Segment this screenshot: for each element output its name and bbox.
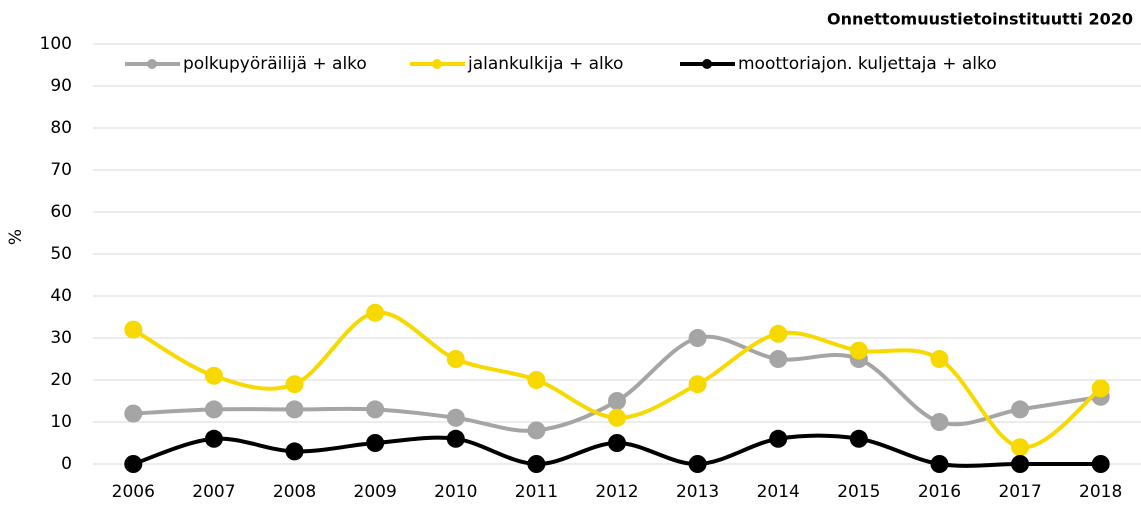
y-tick-label: 70 xyxy=(50,160,72,180)
data-point xyxy=(930,350,949,368)
x-tick-label: 2008 xyxy=(273,482,316,502)
data-point xyxy=(204,366,223,385)
data-point xyxy=(608,408,626,427)
data-point xyxy=(930,455,949,473)
y-axis-label: % xyxy=(6,229,26,245)
x-tick-label: 2015 xyxy=(837,482,880,502)
data-point xyxy=(366,434,385,452)
data-point xyxy=(688,375,707,394)
x-tick-label: 2011 xyxy=(515,482,558,502)
data-point xyxy=(688,455,707,473)
data-point xyxy=(527,455,546,473)
legend-marker xyxy=(432,59,442,69)
y-tick-label: 30 xyxy=(50,328,72,348)
data-point xyxy=(1011,455,1030,473)
data-point xyxy=(204,429,223,448)
data-point xyxy=(849,429,868,448)
data-point xyxy=(446,408,465,427)
y-tick-label: 50 xyxy=(50,244,72,264)
y-tick-label: 60 xyxy=(50,202,72,222)
x-tick-label: 2016 xyxy=(918,482,961,502)
data-point xyxy=(769,350,788,368)
data-point xyxy=(1011,400,1030,419)
data-point xyxy=(285,400,304,419)
legend-label: jalankulkija + alko xyxy=(467,54,623,74)
data-point xyxy=(124,404,143,423)
data-point xyxy=(769,324,788,343)
data-point xyxy=(930,413,949,431)
data-point xyxy=(285,442,304,461)
data-point xyxy=(446,429,465,448)
data-point xyxy=(1011,438,1030,457)
legend-marker xyxy=(702,59,712,69)
y-tick-label: 0 xyxy=(61,454,72,474)
x-tick-label: 2013 xyxy=(676,482,719,502)
x-tick-label: 2014 xyxy=(757,482,800,502)
legend-label: polkupyöräilijä + alko xyxy=(183,54,367,74)
legend-marker xyxy=(147,59,157,69)
y-tick-label: 80 xyxy=(50,118,72,138)
x-tick-label: 2017 xyxy=(998,482,1041,502)
data-point xyxy=(124,455,143,473)
y-tick-label: 100 xyxy=(40,34,72,54)
chart-title: Onnettomuustietoinstituutti 2020 xyxy=(827,10,1133,29)
data-point xyxy=(204,400,223,419)
y-tick-label: 10 xyxy=(50,412,72,432)
data-point xyxy=(285,375,304,394)
x-tick-label: 2009 xyxy=(354,482,397,502)
y-tick-label: 90 xyxy=(50,76,72,96)
data-point xyxy=(366,400,385,419)
data-point xyxy=(366,303,385,322)
x-tick-label: 2007 xyxy=(192,482,235,502)
x-tick-label: 2006 xyxy=(112,482,155,502)
data-point xyxy=(1091,379,1110,398)
y-tick-label: 20 xyxy=(50,370,72,390)
data-point xyxy=(527,371,546,389)
x-tick-label: 2018 xyxy=(1079,482,1122,502)
data-point xyxy=(849,341,868,360)
data-point xyxy=(688,329,707,347)
data-point xyxy=(124,320,143,339)
x-tick-label: 2012 xyxy=(595,482,638,502)
legend-label: moottoriajon. kuljettaja + alko xyxy=(738,54,997,74)
y-tick-label: 40 xyxy=(50,286,72,306)
data-point xyxy=(769,429,788,448)
data-point xyxy=(527,421,546,440)
data-point xyxy=(608,392,626,410)
data-point xyxy=(608,434,626,452)
x-tick-label: 2010 xyxy=(434,482,477,502)
data-point xyxy=(446,350,465,368)
data-point xyxy=(1091,455,1110,473)
